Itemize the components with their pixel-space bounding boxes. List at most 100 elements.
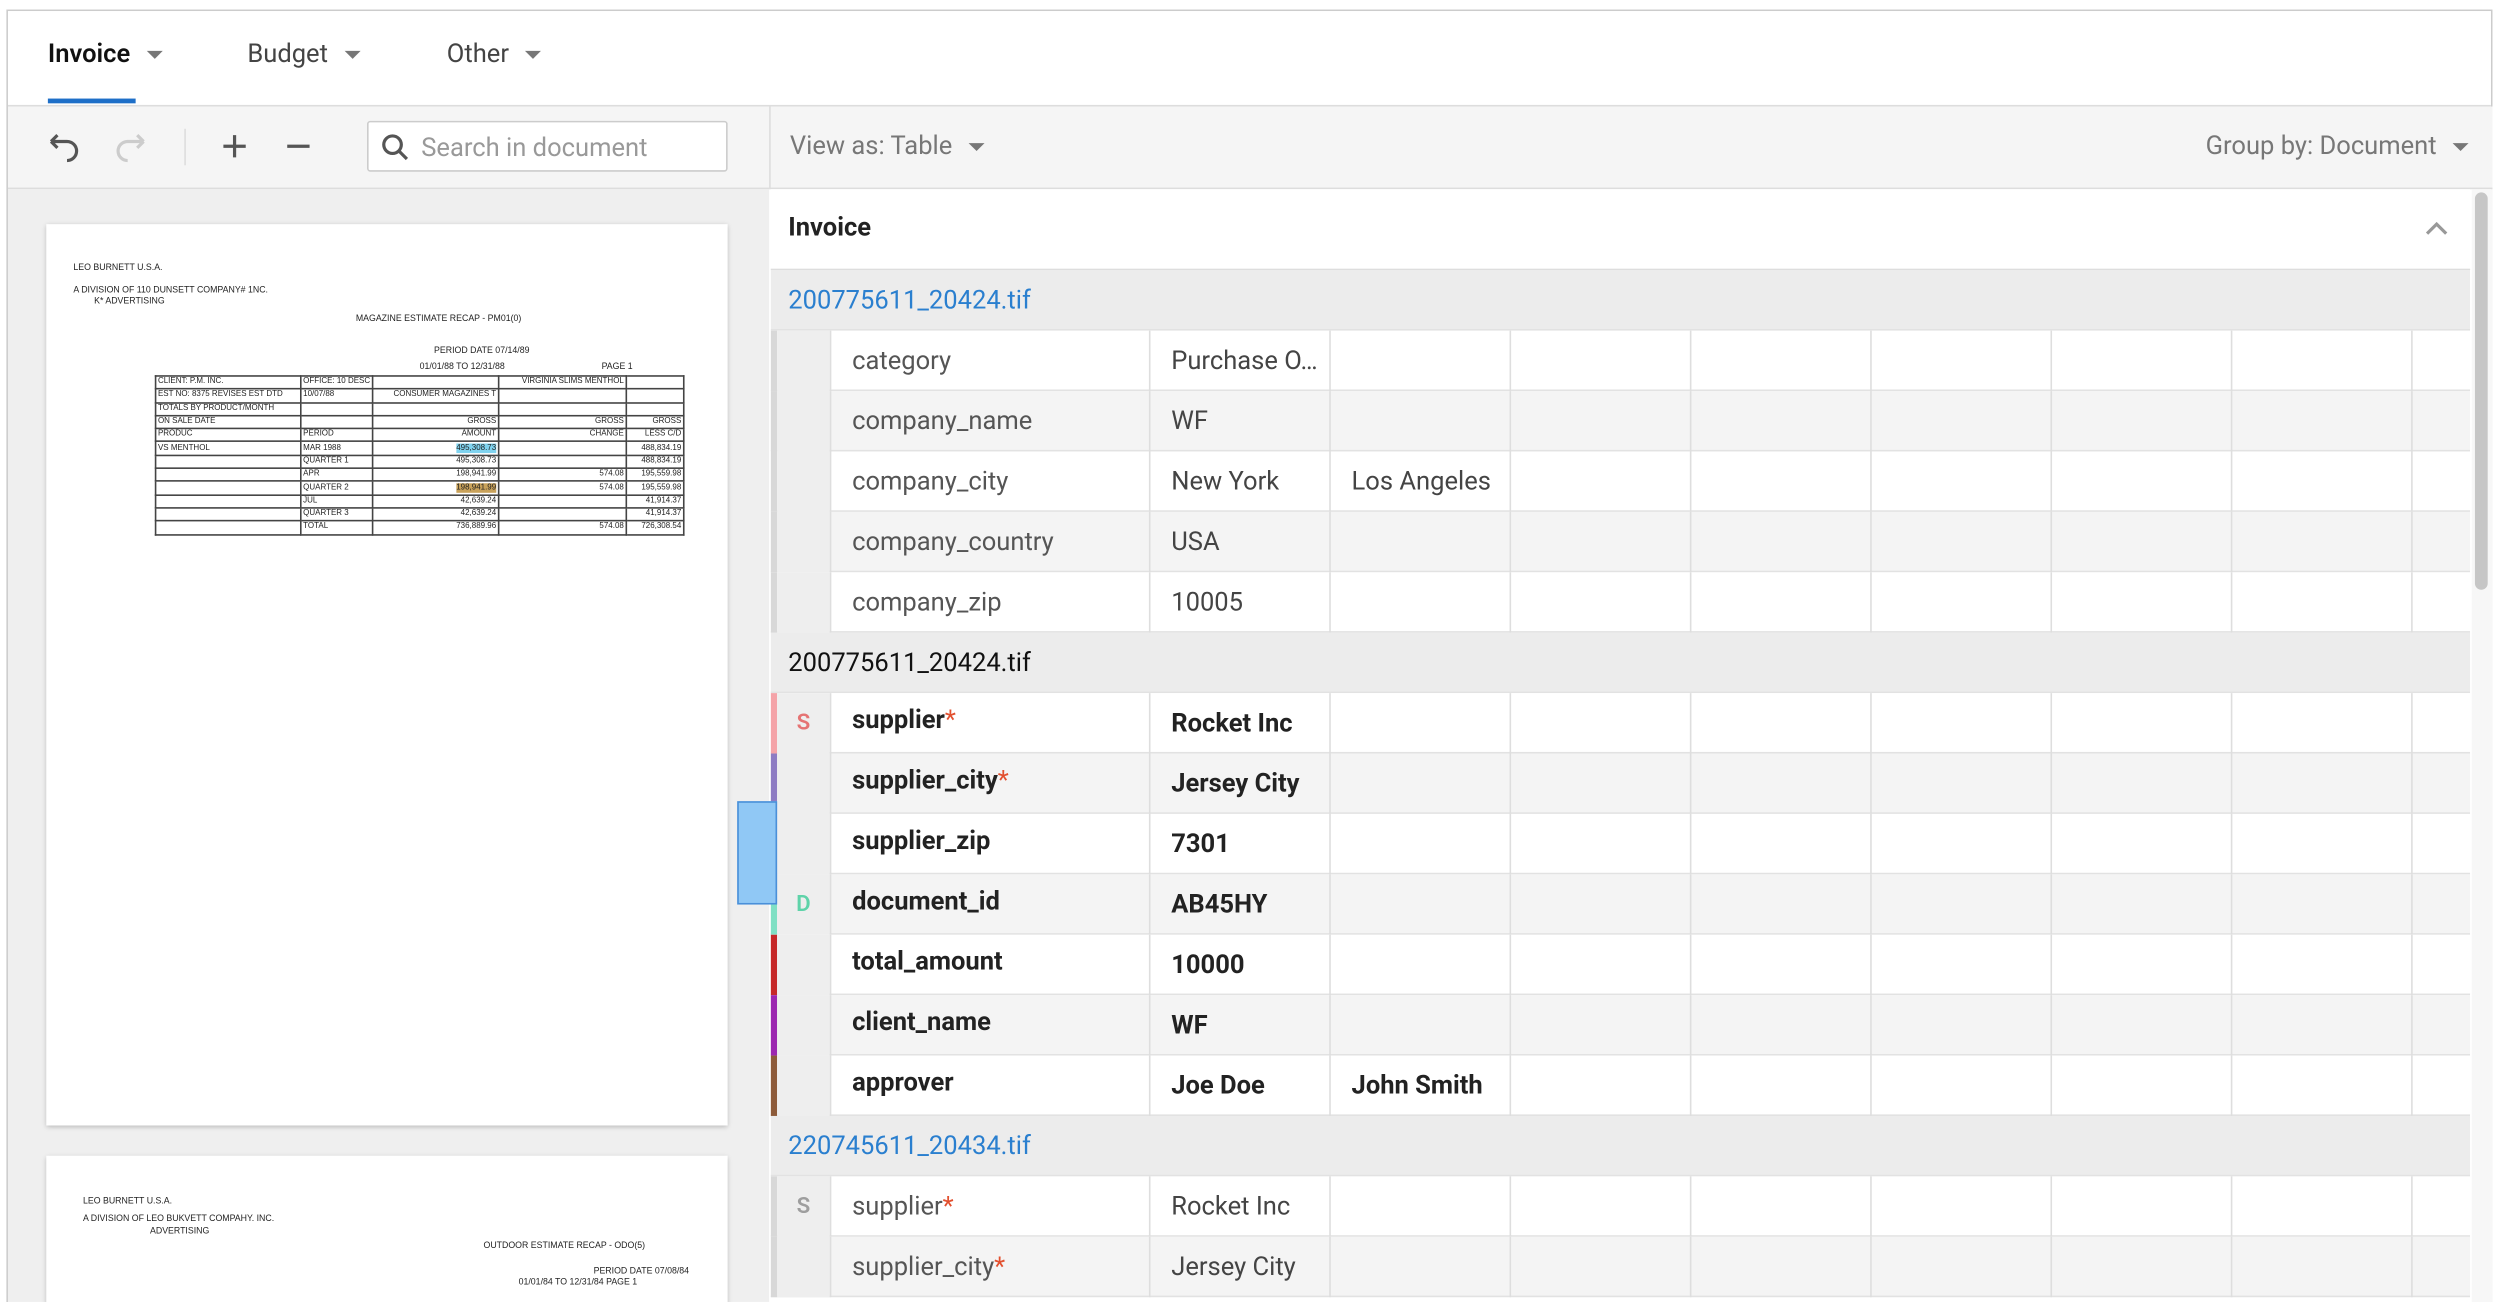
doc-table-cell <box>299 414 374 430</box>
doc-text: A DIVISION OF LEO BUKVETT COMPAHY. INC. <box>82 1214 275 1225</box>
value-cell <box>1870 934 2050 996</box>
tab[interactable]: Other <box>447 38 541 68</box>
value-cell <box>1509 1236 1690 1298</box>
doc-table-cell: 42,639.24 <box>371 493 500 509</box>
value-cell <box>2411 693 2470 754</box>
field-value[interactable]: Los Angeles <box>1351 465 1491 496</box>
collapse-icon[interactable] <box>2424 218 2450 237</box>
required-mark: * <box>994 1251 1006 1282</box>
scrollbar-thumb[interactable] <box>2474 192 2488 590</box>
badge-cell <box>777 572 830 633</box>
doc-table-cell <box>154 507 302 522</box>
field-value[interactable]: Rocket Inc <box>1171 1190 1291 1221</box>
value-cell <box>1689 1236 1870 1298</box>
field-value[interactable]: New York <box>1171 465 1280 496</box>
doc-table-cell <box>154 480 302 496</box>
value-cell <box>2411 753 2470 814</box>
field-label: supplier* <box>829 1176 1149 1237</box>
redo-icon[interactable] <box>116 134 145 163</box>
field-name: company_name <box>852 405 1033 436</box>
value-cell: John Smith <box>1329 1055 1509 1116</box>
field-value[interactable]: WF <box>1171 405 1209 436</box>
value-cell <box>2230 1236 2411 1298</box>
tab[interactable]: Budget <box>247 38 360 68</box>
value-cell <box>1689 451 1870 512</box>
doc-text: 01/01/84 TO 12/31/84 PAGE 1 <box>518 1278 638 1288</box>
value-cell <box>1509 813 1690 875</box>
undo-icon[interactable] <box>49 134 79 163</box>
field-name: supplier_city <box>852 764 998 795</box>
field-value[interactable]: 10005 <box>1171 586 1244 617</box>
data-table: 200775611_20424.tif category Purchase O… co… <box>770 270 2471 1302</box>
value-cell <box>2050 451 2230 512</box>
doc-table-cell: QUARTER 2 <box>299 480 374 496</box>
field-value[interactable]: Joe Doe <box>1171 1069 1265 1101</box>
zoom-in-icon[interactable] <box>223 135 246 158</box>
doc-table-cell: PRODUC <box>154 427 302 443</box>
view-as-dropdown[interactable]: View as: Table <box>790 130 985 161</box>
value-cell <box>2050 813 2230 875</box>
file-name[interactable]: 200775611_20424.tif <box>788 284 1031 315</box>
field-value[interactable]: Jersey City <box>1171 767 1300 799</box>
value-cell <box>1689 330 1870 392</box>
required-mark: * <box>942 1190 954 1221</box>
field-name: company_city <box>852 465 1009 496</box>
tab[interactable]: Invoice <box>48 38 163 68</box>
doc-table-row: QUARTER 1 495,308.73 488,834.19 <box>154 454 685 470</box>
field-row: supplier_city* Jersey City <box>770 1236 2471 1298</box>
field-name: company_zip <box>852 586 1002 617</box>
value-cell <box>1689 1176 1870 1237</box>
splitter-handle[interactable] <box>737 801 778 905</box>
value-cell: Rocket Inc <box>1148 693 1329 754</box>
field-row: total_amount 10000 <box>770 934 2471 996</box>
value-cell <box>2230 693 2411 754</box>
field-value[interactable]: USA <box>1171 526 1220 557</box>
value-cell <box>2050 391 2230 452</box>
doc-table-row: ON SALE DATE GROSS GROSS GROSS <box>154 414 685 430</box>
field-label: approver <box>829 1055 1149 1116</box>
row-color-bar <box>770 451 778 512</box>
value-cell <box>1870 330 2050 392</box>
badge-cell <box>777 934 830 996</box>
value-cell <box>2411 813 2470 875</box>
field-label: supplier_zip <box>829 813 1149 875</box>
doc-table-cell <box>154 493 302 509</box>
field-value[interactable]: Rocket Inc <box>1171 707 1293 738</box>
value-cell <box>1689 753 1870 814</box>
doc-table-cell <box>497 388 628 404</box>
field-value[interactable]: 7301 <box>1171 828 1230 859</box>
doc-table-cell <box>497 454 628 470</box>
value-cell <box>1870 1176 2050 1237</box>
value-cell: AB45HY <box>1148 874 1329 935</box>
field-value[interactable]: 10000 <box>1171 949 1245 980</box>
doc-text: PERIOD DATE 07/14/89 <box>434 346 530 357</box>
value-cell <box>2230 330 2411 392</box>
row-color-bar <box>770 511 778 573</box>
value-cell <box>1329 1176 1509 1237</box>
doc-table-cell: CLIENT: P.M. INC. <box>154 375 302 390</box>
value-cell: Jersey City <box>1148 1236 1329 1298</box>
badge-cell <box>777 451 830 512</box>
doc-table-row: TOTALS BY PRODUCT/MONTH <box>154 401 685 417</box>
value-cell <box>2230 572 2411 633</box>
value-cell <box>2050 572 2230 633</box>
file-name[interactable]: 220745611_20434.tif <box>788 1130 1031 1161</box>
doc-table-cell <box>154 520 302 536</box>
search-box[interactable]: Search in document <box>367 120 728 172</box>
value-cell <box>2050 874 2230 935</box>
field-row: company_name WF <box>770 391 2471 452</box>
doc-table-cell: 198,941.99 <box>371 467 500 483</box>
field-value[interactable]: Jersey City <box>1171 1251 1296 1282</box>
doc-table-row: QUARTER 3 42,639.24 41,914.37 <box>154 507 685 522</box>
field-value[interactable]: John Smith <box>1351 1069 1483 1101</box>
field-value[interactable]: WF <box>1171 1009 1208 1040</box>
field-value[interactable]: Purchase O… <box>1171 344 1318 376</box>
value-cell <box>2411 511 2470 573</box>
value-cell <box>1689 874 1870 935</box>
doc-table-cell: 10/07/88 <box>299 388 374 404</box>
field-value[interactable]: AB45HY <box>1171 888 1268 919</box>
group-by-dropdown[interactable]: Group by: Document <box>2206 130 2469 161</box>
